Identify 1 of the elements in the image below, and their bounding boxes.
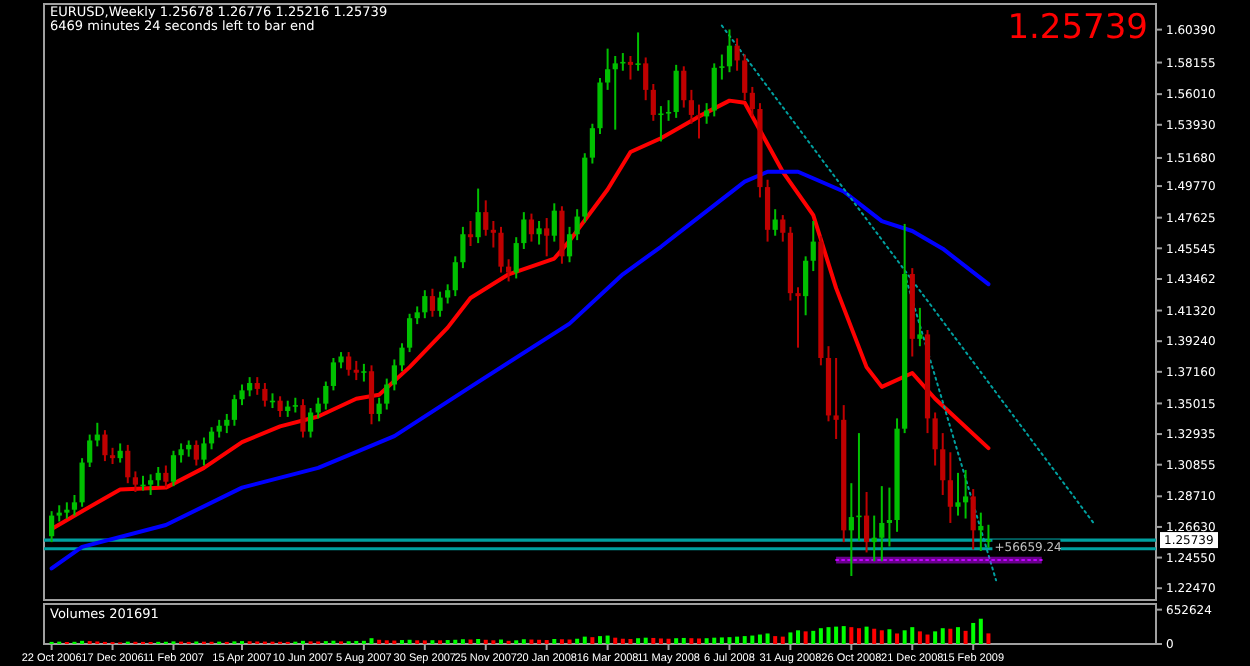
annotation: 1.25739 (1007, 8, 1148, 48)
